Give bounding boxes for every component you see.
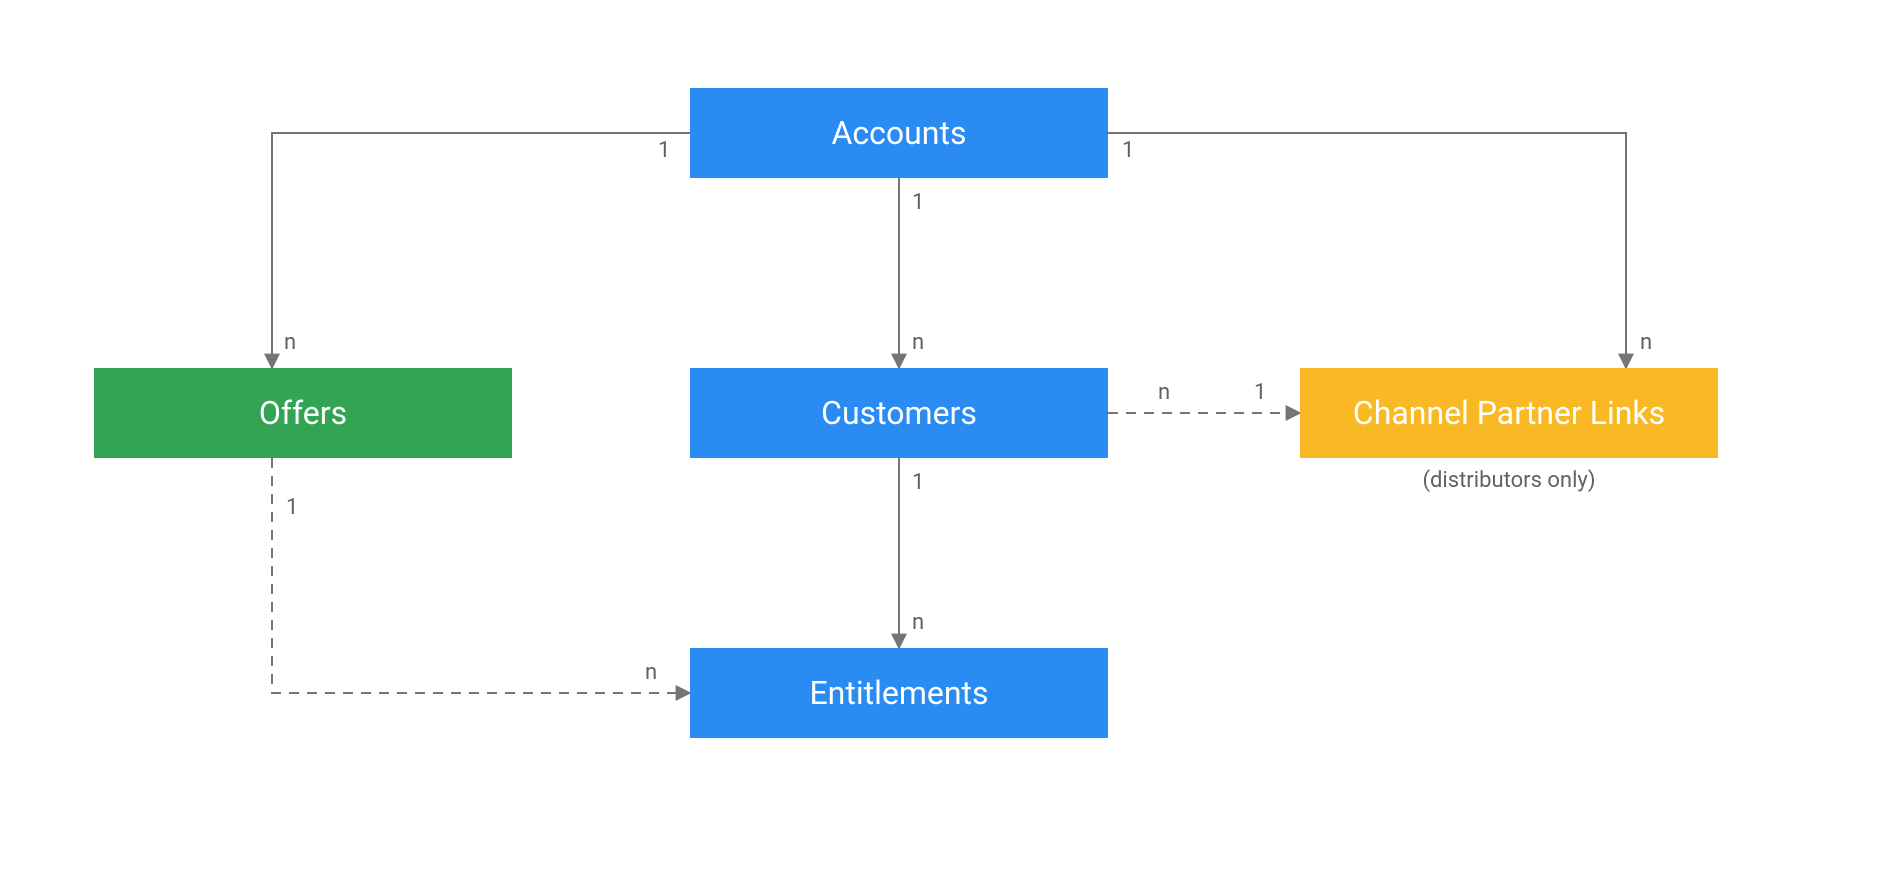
edge-label-offers-entitlements-0: 1: [286, 495, 298, 520]
node-accounts: Accounts: [690, 88, 1108, 178]
edge-accounts-cpl: [1108, 133, 1626, 368]
node-entitlements: Entitlements: [690, 648, 1108, 738]
edge-label-accounts-cpl-0: 1: [1122, 138, 1134, 163]
edge-label-accounts-customers-0: 1: [912, 190, 924, 215]
diagram-canvas: Accounts Offers Customers Channel Partner L…: [0, 0, 1902, 890]
node-customers: Customers: [690, 368, 1108, 458]
node-label-customers: Customers: [821, 394, 977, 432]
node-label-accounts: Accounts: [832, 114, 967, 152]
edge-label-customers-cpl-1: 1: [1254, 380, 1266, 405]
note-cpl-note: (distributors only): [1300, 468, 1718, 493]
node-cpl: Channel Partner Links: [1300, 368, 1718, 458]
edge-label-accounts-cpl-1: n: [1640, 330, 1652, 355]
edge-label-offers-entitlements-1: n: [645, 660, 657, 685]
edge-offers-entitlements: [272, 458, 690, 693]
node-label-offers: Offers: [259, 394, 347, 432]
node-label-entitlements: Entitlements: [809, 674, 988, 712]
edge-label-customers-entitlements-1: n: [912, 610, 924, 635]
edge-label-accounts-customers-1: n: [912, 330, 924, 355]
edge-label-customers-cpl-0: n: [1158, 380, 1170, 405]
node-offers: Offers: [94, 368, 512, 458]
node-label-cpl: Channel Partner Links: [1353, 394, 1665, 432]
edge-label-customers-entitlements-0: 1: [912, 470, 924, 495]
edge-label-accounts-offers-1: n: [284, 330, 296, 355]
edge-accounts-offers: [272, 133, 690, 368]
edge-label-accounts-offers-0: 1: [658, 138, 670, 163]
